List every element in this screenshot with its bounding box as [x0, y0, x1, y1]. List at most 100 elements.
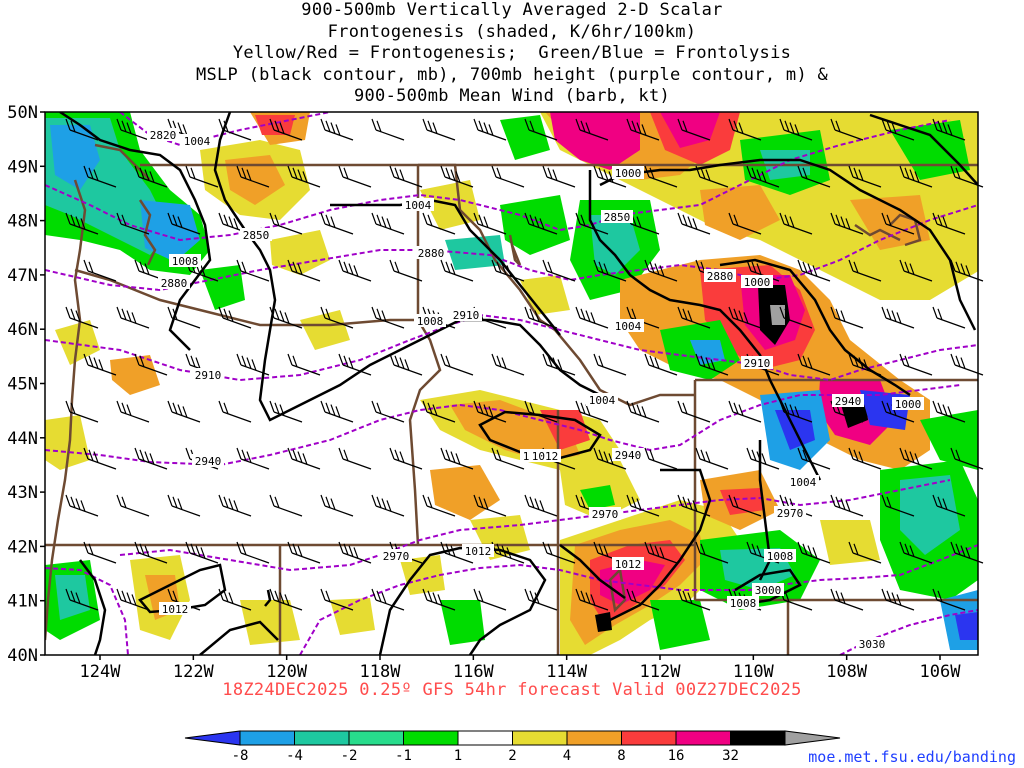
wind-barb	[320, 494, 354, 517]
wind-barb	[440, 259, 474, 282]
lat-tick-label: 41N	[7, 592, 38, 612]
mslp-contour-label: 1012	[465, 545, 492, 558]
colorbar-low-arrow	[184, 730, 241, 746]
wind-barb	[593, 353, 627, 376]
lon-tick-label: 114W	[546, 662, 588, 682]
wind-barb	[218, 306, 252, 329]
mslp-contour-label: 1008	[767, 550, 794, 563]
wind-barb	[269, 400, 303, 423]
wind-barb	[899, 259, 933, 282]
wind-barb	[677, 118, 711, 141]
wind-barb	[524, 306, 558, 329]
wind-barb	[524, 400, 558, 423]
wind-barb	[422, 588, 456, 611]
wind-barb	[116, 118, 150, 141]
wind-barb	[830, 588, 864, 611]
wind-barb	[134, 165, 168, 188]
wind-barb	[932, 494, 966, 517]
wind-barb	[932, 588, 966, 611]
wind-barb	[491, 259, 525, 282]
wind-barb	[932, 212, 966, 235]
wind-barb	[287, 165, 321, 188]
wind-barb	[440, 447, 474, 470]
wind-barb	[644, 541, 678, 564]
wind-barb	[473, 588, 507, 611]
wind-barb	[338, 447, 372, 470]
wind-barb	[236, 353, 270, 376]
wind-barb	[338, 353, 372, 376]
colorbar-tick-label: 8	[617, 748, 625, 764]
lon-tick-label: 108W	[826, 662, 868, 682]
colorbar-tick-label: -1	[395, 748, 412, 764]
height-contour-label: 2880	[418, 247, 445, 260]
colorbar-box	[730, 730, 786, 746]
wind-barb	[932, 400, 966, 423]
wind-barb	[779, 400, 813, 423]
mslp-contour-label: 1004	[405, 199, 432, 212]
wind-barb	[932, 306, 966, 329]
wind-barb	[950, 259, 984, 282]
wind-barb	[134, 447, 168, 470]
lat-tick-label: 43N	[7, 483, 38, 503]
wind-barb	[728, 400, 762, 423]
wind-barb	[236, 259, 270, 282]
wind-barb	[779, 118, 813, 141]
colorbar-tick-label: -8	[232, 748, 249, 764]
colorbar-tick-label: 16	[668, 748, 685, 764]
wind-barb	[116, 306, 150, 329]
wind-barb	[134, 353, 168, 376]
wind-barb	[881, 494, 915, 517]
wind-barb	[236, 541, 270, 564]
wind-barb	[848, 447, 882, 470]
wind-barb	[473, 212, 507, 235]
wind-barb	[491, 353, 525, 376]
wind-barb	[524, 212, 558, 235]
wind-barb	[524, 588, 558, 611]
wind-barb	[593, 165, 627, 188]
wind-barb	[899, 165, 933, 188]
wind-barb	[830, 118, 864, 141]
lon-tick-label: 120W	[266, 662, 308, 682]
wind-barb	[881, 118, 915, 141]
wind-barb	[677, 306, 711, 329]
wind-barb	[422, 118, 456, 141]
wind-barb	[83, 447, 117, 470]
height-contour-label: 2910	[744, 357, 771, 370]
colorbar-box	[512, 730, 568, 746]
wind-barb	[320, 118, 354, 141]
wind-barb	[644, 259, 678, 282]
wind-barb	[848, 541, 882, 564]
height-contour-label: 3030	[859, 638, 886, 651]
wind-barb	[422, 400, 456, 423]
mslp-contour-label: 1000	[615, 167, 642, 180]
wind-barb	[83, 165, 117, 188]
wind-barb	[440, 353, 474, 376]
colorbar-high-arrow	[784, 730, 841, 746]
mslp-contour-label: 1000	[744, 276, 771, 289]
colorbar-box	[403, 730, 459, 746]
wind-barb	[320, 306, 354, 329]
wind-barb	[797, 165, 831, 188]
colorbar-tick-label: 2	[508, 748, 516, 764]
wind-barb	[626, 494, 660, 517]
wind-barb	[65, 494, 99, 517]
wind-barb	[371, 494, 405, 517]
height-contour-label: 2970	[592, 508, 619, 521]
wind-barb	[440, 165, 474, 188]
colorbar-box	[457, 730, 513, 746]
wind-barb	[575, 306, 609, 329]
wind-barb	[779, 212, 813, 235]
wind-barb	[185, 541, 219, 564]
wind-barb	[473, 494, 507, 517]
mslp-contour-label: 1012	[615, 558, 642, 571]
wind-barb	[65, 118, 99, 141]
wind-barb	[899, 447, 933, 470]
wind-barb	[695, 447, 729, 470]
wind-barb	[848, 353, 882, 376]
mslp-contour-label: 1008	[417, 315, 444, 328]
wind-barb	[830, 212, 864, 235]
wind-barbs	[65, 118, 984, 611]
wind-barb	[218, 400, 252, 423]
height-contour-label: 2940	[195, 455, 222, 468]
wind-barb	[185, 165, 219, 188]
